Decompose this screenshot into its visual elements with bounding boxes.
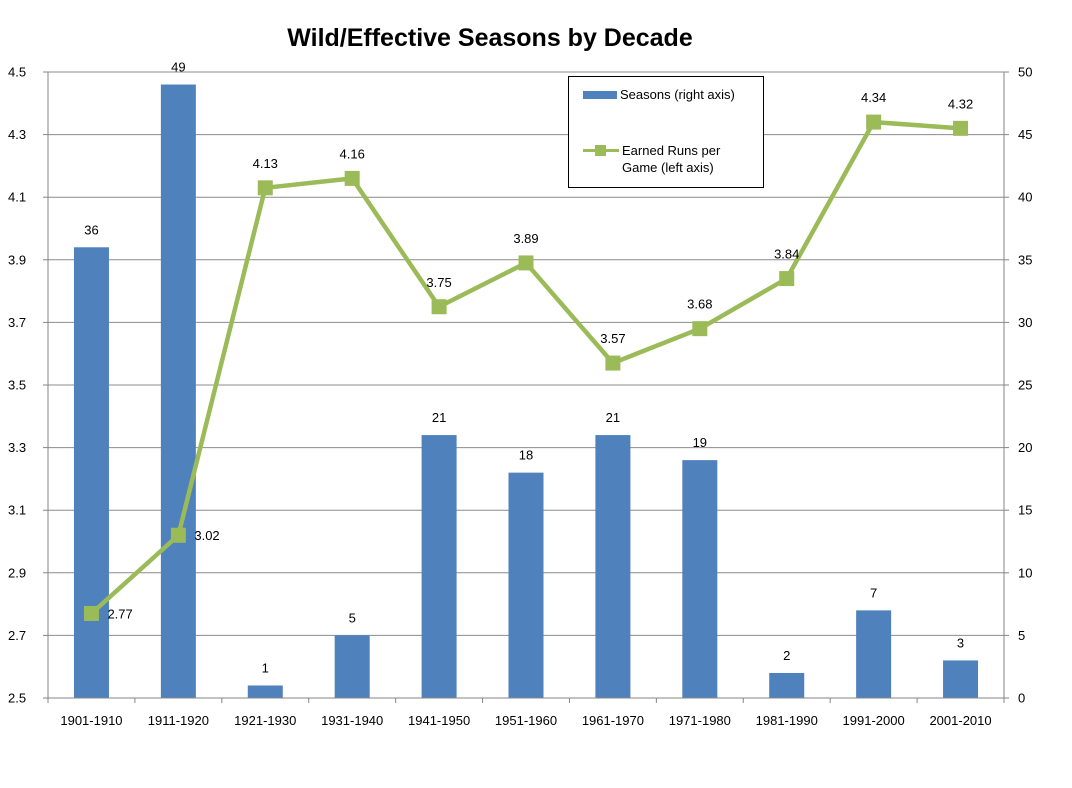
line-marker (344, 170, 360, 186)
bar-data-label: 18 (519, 448, 533, 463)
bar (421, 435, 457, 698)
legend-item-seasons: Seasons (right axis) (583, 87, 735, 102)
left-tick-label: 3.7 (8, 315, 26, 330)
right-tick-label: 35 (1018, 252, 1032, 267)
bar (247, 685, 283, 698)
right-tick-label: 50 (1018, 65, 1032, 80)
bar (160, 84, 196, 698)
x-tick-label: 1991-2000 (843, 713, 905, 728)
left-tick-label: 3.1 (8, 503, 26, 518)
legend-item-earned-runs: Earned Runs per Game (left axis) (583, 143, 720, 175)
bar-data-label: 2 (783, 648, 790, 663)
line-marker (605, 355, 621, 371)
x-tick-label: 1971-1980 (669, 713, 731, 728)
line-data-label: 3.02 (194, 528, 219, 543)
axes: 2.52.72.93.13.33.53.73.94.14.34.50510152… (8, 65, 1032, 729)
bar-series (73, 84, 979, 698)
line-marker (953, 120, 969, 136)
line-data-label: 4.13 (253, 156, 278, 171)
line-marker (692, 321, 708, 337)
bar-data-label: 21 (606, 410, 620, 425)
bar-data-label: 19 (693, 435, 707, 450)
x-tick-label: 1911-1920 (148, 713, 209, 728)
right-tick-label: 20 (1018, 440, 1032, 455)
line-marker (170, 527, 186, 543)
bar-data-label: 49 (171, 60, 185, 75)
line-marker (866, 114, 882, 130)
data-labels: 36 49 1 5 21 18 21 19 2 7 3 2.77 3.02 4.13 4.16 3.75 3.8… (84, 60, 973, 676)
bar (856, 610, 892, 698)
line-data-label: 3.57 (600, 331, 625, 346)
bar (334, 635, 370, 698)
bar (682, 460, 718, 698)
x-tick-label: 1941-1950 (408, 713, 470, 728)
x-tick-label: 1901-1910 (60, 713, 122, 728)
right-tick-label: 25 (1018, 378, 1032, 393)
left-tick-label: 4.1 (8, 190, 26, 205)
bar (769, 672, 805, 698)
right-tick-label: 15 (1018, 503, 1032, 518)
right-tick-label: 30 (1018, 315, 1032, 330)
line-data-label: 4.16 (340, 146, 365, 161)
legend-label-earned-runs-2: Game (left axis) (622, 160, 714, 175)
line-marker (779, 271, 795, 287)
bar-data-label: 7 (870, 585, 877, 600)
x-tick-label: 1981-1990 (756, 713, 818, 728)
legend-label-seasons: Seasons (right axis) (620, 87, 735, 102)
line-marker (518, 255, 534, 271)
left-tick-label: 3.9 (8, 252, 26, 267)
bar-data-label: 5 (349, 610, 356, 625)
left-tick-label: 2.7 (8, 628, 26, 643)
x-tick-label: 2001-2010 (929, 713, 991, 728)
left-tick-label: 3.3 (8, 440, 26, 455)
bar (508, 472, 544, 698)
bar (73, 247, 109, 698)
bar-data-label: 36 (84, 222, 98, 237)
right-tick-label: 0 (1018, 691, 1025, 706)
line-data-label: 4.34 (861, 90, 886, 105)
chart-title: Wild/Effective Seasons by Decade (287, 24, 693, 52)
right-tick-label: 40 (1018, 190, 1032, 205)
line-data-label: 3.68 (687, 297, 712, 312)
left-tick-label: 4.5 (8, 65, 26, 80)
left-tick-label: 2.9 (8, 565, 26, 580)
line-marker (83, 605, 99, 621)
line-series (83, 114, 969, 621)
line-data-label: 4.32 (948, 96, 973, 111)
legend: Seasons (right axis) Earned Runs per Gam… (568, 76, 764, 188)
legend-line-swatch (583, 143, 619, 157)
right-tick-label: 45 (1018, 127, 1032, 142)
line-data-label: 2.77 (107, 606, 132, 621)
legend-label-earned-runs-1: Earned Runs per (622, 143, 721, 158)
bar-data-label: 3 (957, 635, 964, 650)
x-tick-label: 1951-1960 (495, 713, 557, 728)
right-tick-label: 5 (1018, 628, 1025, 643)
line-marker (431, 299, 447, 315)
bar-data-label: 1 (262, 660, 269, 675)
x-tick-label: 1961-1970 (582, 713, 644, 728)
bar (943, 660, 979, 698)
left-tick-label: 2.5 (8, 691, 26, 706)
left-tick-label: 4.3 (8, 127, 26, 142)
line-marker (257, 180, 273, 196)
line-data-label: 3.89 (513, 231, 538, 246)
x-tick-label: 1921-1930 (234, 713, 296, 728)
legend-bar-swatch (583, 91, 617, 99)
line-data-label: 3.75 (426, 275, 451, 290)
x-tick-label: 1931-1940 (321, 713, 383, 728)
right-tick-label: 10 (1018, 565, 1032, 580)
line-data-label: 3.84 (774, 247, 799, 262)
bar (595, 435, 631, 698)
left-tick-label: 3.5 (8, 378, 26, 393)
bar-data-label: 21 (432, 410, 446, 425)
